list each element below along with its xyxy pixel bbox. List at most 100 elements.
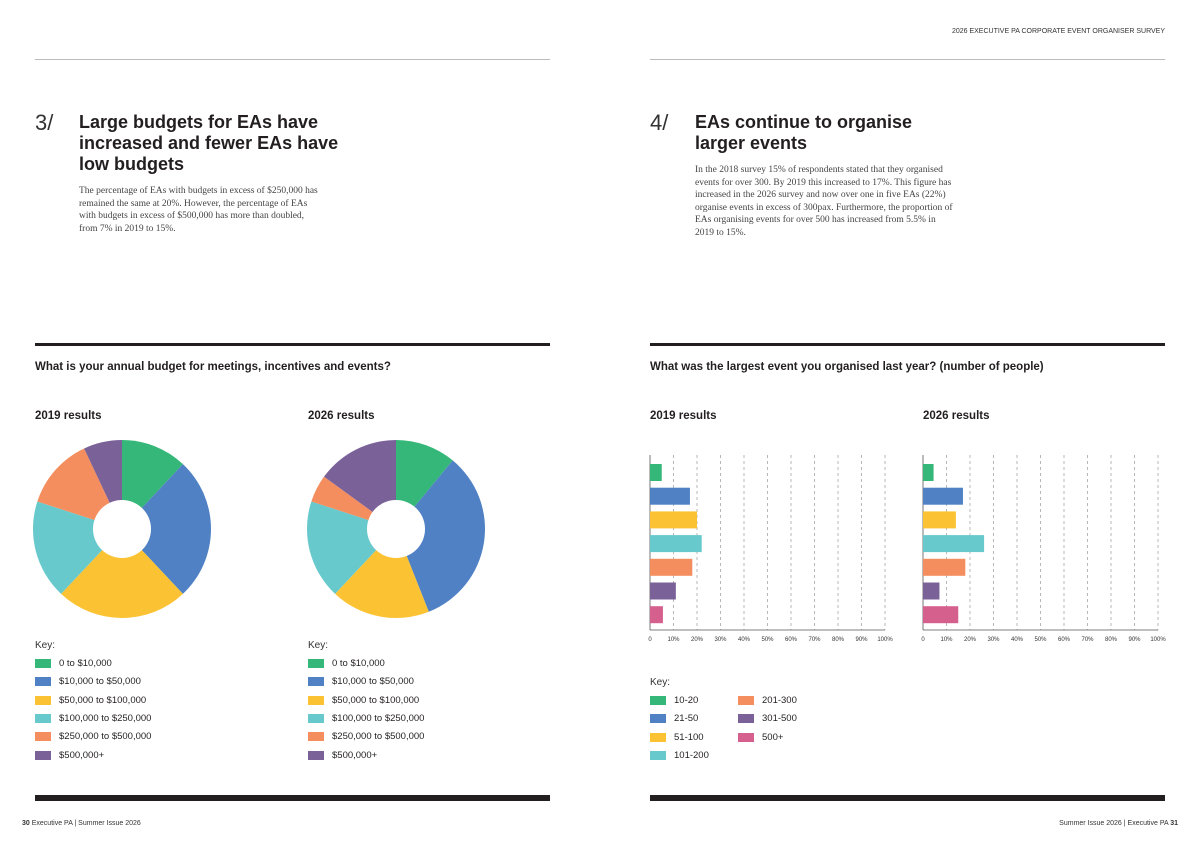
legend-label: 51-100 xyxy=(674,731,704,743)
legend-item: $500,000+ xyxy=(35,750,104,761)
footer-right: Summer Issue 2026 | Executive PA 31 xyxy=(1059,820,1178,827)
legend-item: 101-200 xyxy=(650,750,709,761)
bar xyxy=(650,487,690,505)
legend-swatch xyxy=(650,696,666,705)
tick-label: 30% xyxy=(987,637,1000,643)
legend-label: 0 to $10,000 xyxy=(332,658,385,669)
legend-label: $100,000 to $250,000 xyxy=(332,712,425,724)
bar xyxy=(923,558,966,576)
legend-label: 21-50 xyxy=(674,713,699,725)
legend-item: 10-20 xyxy=(650,695,698,706)
legend-item: 301-500 xyxy=(738,713,797,724)
legend-swatch xyxy=(35,750,51,760)
legend-label: $100,000 to $250,000 xyxy=(59,712,152,724)
tick-label: 80% xyxy=(1105,637,1118,643)
legend-label: 101-200 xyxy=(674,749,709,761)
pie-slice xyxy=(37,448,122,529)
legend-item: 201-300 xyxy=(738,695,797,706)
tick-label: 20% xyxy=(691,637,704,643)
footer-left: 30 Executive PA | Summer Issue 2026 xyxy=(22,820,141,827)
legend-swatch xyxy=(35,713,51,723)
legend-swatch xyxy=(35,659,51,668)
section-number: 3/ xyxy=(35,110,54,135)
donut-hole xyxy=(93,500,151,558)
legend-swatch xyxy=(738,696,754,705)
chart-title: 2026 results xyxy=(308,410,375,422)
section-number: 4/ xyxy=(650,110,669,135)
legend-label: $500,000+ xyxy=(59,749,105,761)
legend-item: 51-100 xyxy=(650,732,704,743)
divider xyxy=(650,795,1165,801)
legend-item: $10,000 to $50,000 xyxy=(308,676,414,687)
tick-label: 50% xyxy=(1034,637,1047,643)
running-title: 2026 EXECUTIVE PA CORPORATE EVENT ORGANI… xyxy=(951,28,1165,35)
legend-swatch xyxy=(308,750,324,760)
tick-label: 60% xyxy=(785,637,798,643)
legend-swatch xyxy=(650,732,666,742)
legend-swatch xyxy=(35,695,51,705)
legend-swatch xyxy=(308,659,324,668)
bar xyxy=(650,558,693,576)
bar xyxy=(650,511,697,529)
tick-label: 70% xyxy=(808,637,821,643)
legend-label: 500+ xyxy=(762,731,784,743)
legend-item: $50,000 to $100,000 xyxy=(35,695,146,706)
legend-swatch xyxy=(308,732,324,742)
section-body: In the 2018 survey 15% of respondents st… xyxy=(695,165,953,238)
legend-item: 0 to $10,000 xyxy=(35,658,112,669)
donut-hole xyxy=(367,500,425,558)
bar xyxy=(923,535,985,553)
tick-label: 0 xyxy=(921,637,925,643)
legend-label: $50,000 to $100,000 xyxy=(332,694,420,706)
bar xyxy=(650,582,676,600)
legend-swatch xyxy=(650,714,666,724)
tick-label: 10% xyxy=(667,637,680,643)
pie-slice xyxy=(396,460,486,612)
tick-label: 50% xyxy=(761,637,774,643)
section-title: Large budgets for EAs have increased and… xyxy=(79,112,339,174)
bar xyxy=(923,487,963,505)
tick-label: 70% xyxy=(1081,637,1094,643)
page-number: 31 xyxy=(1170,820,1178,827)
legend-label: 10-20 xyxy=(674,695,699,706)
legend-swatch xyxy=(738,732,754,742)
divider xyxy=(35,795,550,801)
bar xyxy=(650,464,662,481)
legend-label: 0 to $10,000 xyxy=(59,658,112,669)
tick-label: 90% xyxy=(1128,637,1141,643)
divider xyxy=(650,59,1165,60)
legend-swatch xyxy=(35,677,51,687)
section-body: The percentage of EAs with budgets in ex… xyxy=(79,186,318,234)
tick-label: 40% xyxy=(738,637,751,643)
question: What was the largest event you organised… xyxy=(650,361,1044,373)
pie-slice xyxy=(61,529,183,619)
legend-label: 301-500 xyxy=(762,713,797,725)
legend-item: $50,000 to $100,000 xyxy=(308,695,419,706)
question: What is your annual budget for meetings,… xyxy=(35,361,391,373)
bar xyxy=(923,606,959,624)
legend-label: $10,000 to $50,000 xyxy=(59,676,141,688)
legend-label: $50,000 to $100,000 xyxy=(59,694,147,706)
pie-slice xyxy=(122,464,211,594)
legend-swatch xyxy=(308,713,324,723)
bar xyxy=(923,464,934,481)
legend-swatch xyxy=(35,732,51,742)
page-number: 30 xyxy=(22,820,30,827)
tick-label: 0 xyxy=(648,637,652,643)
legend-swatch xyxy=(650,750,666,760)
bar xyxy=(650,606,663,624)
section-title: EAs continue to organise larger events xyxy=(695,112,913,153)
legend-item: $500,000+ xyxy=(308,750,377,761)
chart-title: 2019 results xyxy=(650,410,717,422)
key-label: Key: xyxy=(35,640,56,651)
tick-label: 100% xyxy=(877,637,893,643)
legend-label: $250,000 to $500,000 xyxy=(59,731,152,743)
tick-label: 20% xyxy=(964,637,977,643)
legend-item: $100,000 to $250,000 xyxy=(35,713,151,724)
tick-label: 80% xyxy=(832,637,845,643)
legend-item: $250,000 to $500,000 xyxy=(308,731,424,742)
tick-label: 100% xyxy=(1150,637,1166,643)
legend-label: $10,000 to $50,000 xyxy=(332,676,414,688)
tick-label: 90% xyxy=(855,637,868,643)
